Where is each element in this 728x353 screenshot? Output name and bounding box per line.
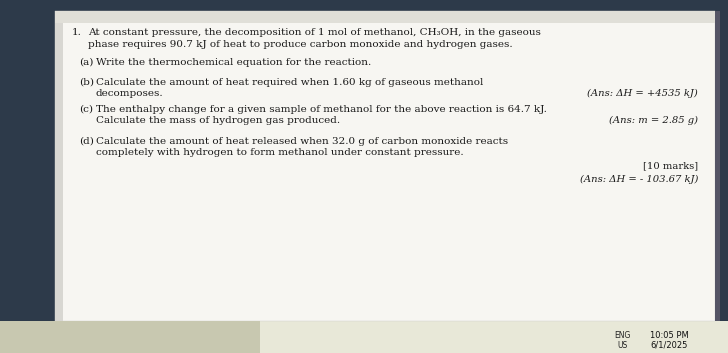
Text: (Ans: m = 2.85 g): (Ans: m = 2.85 g) — [609, 116, 698, 125]
Text: (Ans: ΔH = - 103.67 kJ): (Ans: ΔH = - 103.67 kJ) — [579, 175, 698, 184]
Text: phase requires 90.7 kJ of heat to produce carbon monoxide and hydrogen gases.: phase requires 90.7 kJ of heat to produc… — [88, 40, 513, 49]
Text: The enthalpy change for a given sample of methanol for the above reaction is 64.: The enthalpy change for a given sample o… — [96, 105, 547, 114]
Text: decomposes.: decomposes. — [96, 89, 164, 98]
Text: 6/1/2025: 6/1/2025 — [650, 340, 687, 349]
Text: At constant pressure, the decomposition of 1 mol of methanol, CH₃OH, in the gase: At constant pressure, the decomposition … — [88, 28, 541, 37]
FancyBboxPatch shape — [55, 11, 715, 23]
FancyBboxPatch shape — [55, 11, 715, 321]
Text: (Ans: ΔH = +4535 kJ): (Ans: ΔH = +4535 kJ) — [587, 89, 698, 98]
FancyBboxPatch shape — [0, 321, 260, 353]
Text: (a): (a) — [79, 58, 93, 67]
Text: Write the thermochemical equation for the reaction.: Write the thermochemical equation for th… — [96, 58, 371, 67]
Text: Calculate the amount of heat released when 32.0 g of carbon monoxide reacts: Calculate the amount of heat released wh… — [96, 137, 508, 146]
Text: ENG
US: ENG US — [614, 331, 630, 351]
Text: 10:05 PM: 10:05 PM — [650, 331, 689, 340]
FancyBboxPatch shape — [55, 11, 63, 321]
Text: (b): (b) — [79, 78, 94, 87]
FancyBboxPatch shape — [715, 11, 720, 321]
Text: (d): (d) — [79, 137, 94, 146]
Text: Calculate the amount of heat required when 1.60 kg of gaseous methanol: Calculate the amount of heat required wh… — [96, 78, 483, 87]
Text: (c): (c) — [79, 105, 93, 114]
FancyBboxPatch shape — [0, 321, 728, 353]
Text: 1.: 1. — [72, 28, 82, 37]
Text: Calculate the mass of hydrogen gas produced.: Calculate the mass of hydrogen gas produ… — [96, 116, 340, 125]
Text: completely with hydrogen to form methanol under constant pressure.: completely with hydrogen to form methano… — [96, 148, 464, 157]
Text: [10 marks]: [10 marks] — [643, 161, 698, 170]
